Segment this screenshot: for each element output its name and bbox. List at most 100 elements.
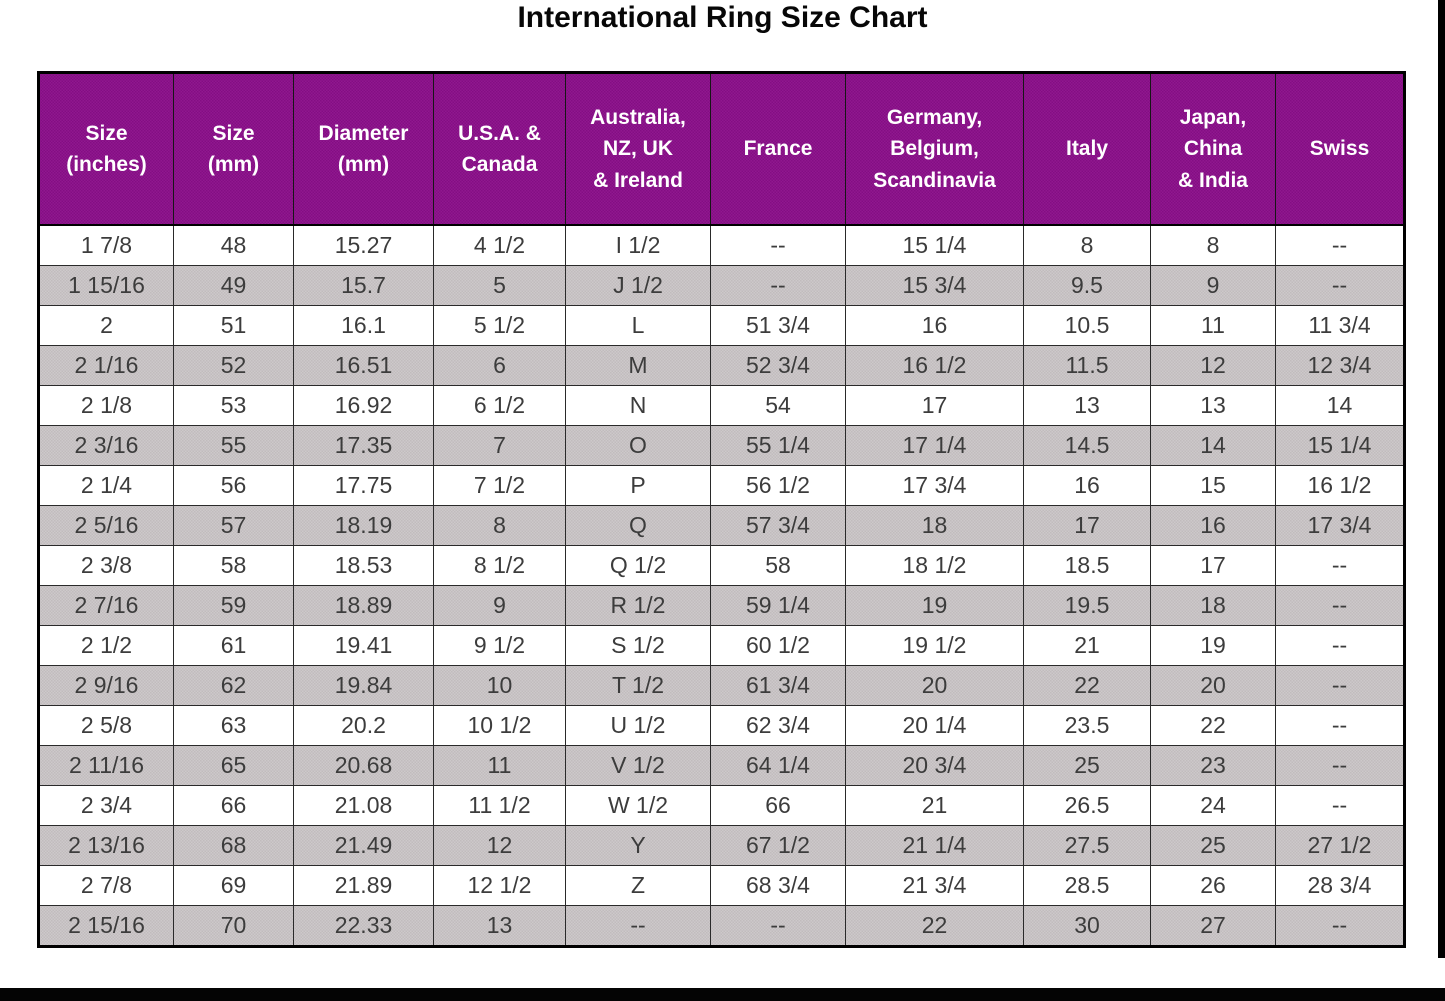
- cell: 8: [1023, 224, 1151, 266]
- cell: 20 1/4: [845, 705, 1024, 746]
- cell: 11 1/2: [433, 785, 566, 826]
- cell: 17 3/4: [845, 465, 1024, 506]
- cell: P: [565, 465, 711, 506]
- cell: T 1/2: [565, 665, 711, 706]
- cell: 22: [1150, 705, 1276, 746]
- cell: 13: [1150, 385, 1276, 426]
- cell: 16 1/2: [845, 345, 1024, 386]
- cell: 22: [845, 905, 1024, 947]
- cell: 23.5: [1023, 705, 1151, 746]
- cell: 51 3/4: [710, 305, 846, 346]
- cell: 59 1/4: [710, 585, 846, 626]
- table-row: 2 51 16.1 5 1/2 L 51 3/4 16 10.5 11 11 3/4: [38, 305, 1405, 346]
- cell: 17 3/4: [1275, 505, 1405, 546]
- table-row: 1 7/8 48 15.27 4 1/2 I 1/2 -- 15 1/4 8 8 --: [38, 224, 1405, 266]
- cell: R 1/2: [565, 585, 711, 626]
- cell: 20.68: [293, 745, 434, 786]
- cell: 13: [1023, 385, 1151, 426]
- cell: 18.89: [293, 585, 434, 626]
- cell: 14.5: [1023, 425, 1151, 466]
- cell: 17.75: [293, 465, 434, 506]
- cell: 52: [173, 345, 294, 386]
- cell: 56 1/2: [710, 465, 846, 506]
- table-row: 2 1/8 53 16.92 6 1/2 N 54 17 13 13 14: [38, 385, 1405, 426]
- cell: 14: [1275, 385, 1405, 426]
- cell: 10.5: [1023, 305, 1151, 346]
- cell: 2 1/16: [38, 345, 174, 386]
- cell: 20: [1150, 665, 1276, 706]
- cell: 57 3/4: [710, 505, 846, 546]
- cell: 19: [845, 585, 1024, 626]
- column-header: Japan, China & India: [1150, 72, 1276, 226]
- cell: 15 1/4: [845, 224, 1024, 266]
- cell: 19 1/2: [845, 625, 1024, 666]
- cell: 5 1/2: [433, 305, 566, 346]
- cell: U 1/2: [565, 705, 711, 746]
- cell: 18.53: [293, 545, 434, 586]
- cell: 21: [845, 785, 1024, 826]
- cell: --: [1275, 745, 1405, 786]
- cell: 2 1/4: [38, 465, 174, 506]
- cell: 63: [173, 705, 294, 746]
- table-row: 2 9/16 62 19.84 10 T 1/2 61 3/4 20 22 20 --: [38, 665, 1405, 706]
- cell: 10: [433, 665, 566, 706]
- cell: L: [565, 305, 711, 346]
- cell: 16.92: [293, 385, 434, 426]
- cell: 8: [1150, 224, 1276, 266]
- cell: 64 1/4: [710, 745, 846, 786]
- cell: 7: [433, 425, 566, 466]
- frame-right-edge: [1438, 0, 1445, 958]
- cell: 27.5: [1023, 825, 1151, 866]
- cell: 17: [845, 385, 1024, 426]
- table-row: 2 3/8 58 18.53 8 1/2 Q 1/2 58 18 1/2 18.5 17 --: [38, 545, 1405, 586]
- cell: 21.89: [293, 865, 434, 906]
- cell: 22.33: [293, 905, 434, 947]
- cell: --: [710, 905, 846, 947]
- cell: 2 9/16: [38, 665, 174, 706]
- cell: 66: [173, 785, 294, 826]
- cell: 12 3/4: [1275, 345, 1405, 386]
- table-row: 2 5/16 57 18.19 8 Q 57 3/4 18 17 16 17 3/4: [38, 505, 1405, 546]
- cell: 8 1/2: [433, 545, 566, 586]
- cell: 6 1/2: [433, 385, 566, 426]
- cell: --: [1275, 545, 1405, 586]
- column-header: France: [710, 72, 846, 226]
- cell: W 1/2: [565, 785, 711, 826]
- cell: 2 11/16: [38, 745, 174, 786]
- cell: 24: [1150, 785, 1276, 826]
- cell: --: [1275, 705, 1405, 746]
- cell: 16: [1023, 465, 1151, 506]
- cell: 62 3/4: [710, 705, 846, 746]
- cell: 11.5: [1023, 345, 1151, 386]
- cell: 18: [1150, 585, 1276, 626]
- cell: 20.2: [293, 705, 434, 746]
- cell: 55 1/4: [710, 425, 846, 466]
- cell: 68 3/4: [710, 865, 846, 906]
- cell: 2 5/16: [38, 505, 174, 546]
- table-header: Size (inches) Size (mm) Diameter (mm) U.S.A…: [38, 72, 1405, 226]
- cell: 51: [173, 305, 294, 346]
- cell: 2 3/8: [38, 545, 174, 586]
- cell: --: [1275, 585, 1405, 626]
- frame-bottom-edge: [0, 988, 1445, 1001]
- cell: 19: [1150, 625, 1276, 666]
- table-row: 2 1/4 56 17.75 7 1/2 P 56 1/2 17 3/4 16 15 16 1/2: [38, 465, 1405, 506]
- cell: 18.19: [293, 505, 434, 546]
- cell: 16.51: [293, 345, 434, 386]
- cell: 2 1/2: [38, 625, 174, 666]
- cell: 16 1/2: [1275, 465, 1405, 506]
- cell: 52 3/4: [710, 345, 846, 386]
- cell: 70: [173, 905, 294, 947]
- cell: 21.49: [293, 825, 434, 866]
- ring-size-table: Size (inches) Size (mm) Diameter (mm) U.S.A…: [37, 71, 1406, 948]
- table-row: 2 3/16 55 17.35 7 O 55 1/4 17 1/4 14.5 14 15 1/4: [38, 425, 1405, 466]
- cell: 15 3/4: [845, 265, 1024, 306]
- cell: N: [565, 385, 711, 426]
- cell: 7 1/2: [433, 465, 566, 506]
- cell: 16: [1150, 505, 1276, 546]
- table-row: 2 15/16 70 22.33 13 -- -- 22 30 27 --: [38, 905, 1405, 947]
- column-header: Italy: [1023, 72, 1151, 226]
- cell: --: [1275, 625, 1405, 666]
- column-header: Diameter (mm): [293, 72, 434, 226]
- cell: 28.5: [1023, 865, 1151, 906]
